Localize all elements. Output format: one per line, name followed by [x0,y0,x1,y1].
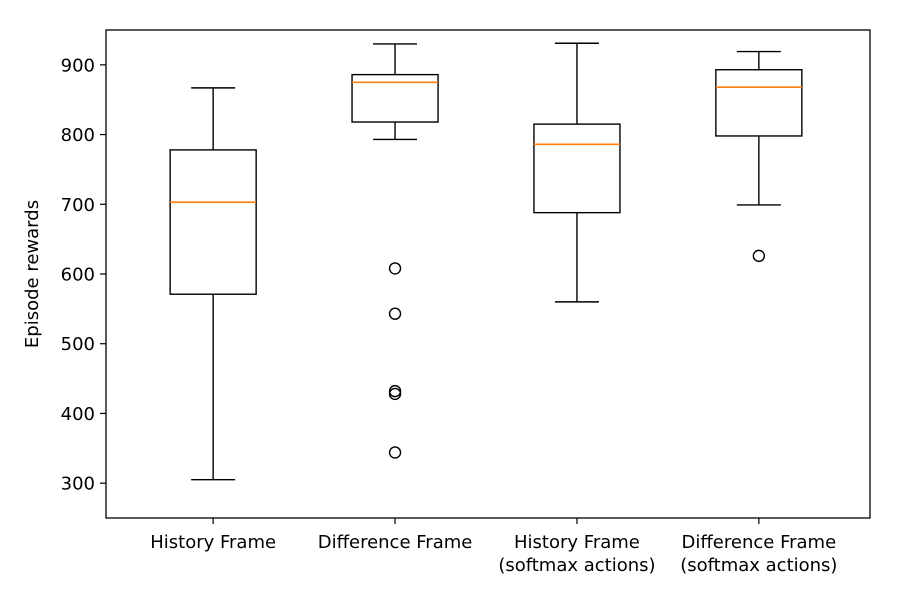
y-tick-label: 900 [61,55,95,76]
x-tick-label-line: Difference Frame [318,532,473,553]
box-group [169,87,257,481]
x-tick-label: Difference Frame (softmax actions) [680,532,837,576]
outlier-point [388,262,402,275]
outlier-point [388,307,402,320]
box-group [351,43,439,459]
box-iqr [351,73,439,123]
y-tick-label: 600 [61,265,95,286]
y-axis: 300 400 500 600 700 800 900 [61,55,106,495]
x-tick-label-line: (softmax actions) [498,555,655,576]
box-iqr [715,69,803,137]
plot-frame [105,29,871,519]
x-tick-label-line: History Frame [150,532,276,553]
y-tick-label: 500 [61,334,95,355]
y-tick-label: 700 [61,195,95,216]
box-group [715,50,803,263]
outlier-point [388,446,402,459]
x-tick-label: History Frame (softmax actions) [498,532,655,576]
box-iqr [169,149,257,295]
outlier-point [388,387,402,401]
x-tick-label-line: (softmax actions) [680,555,837,576]
x-tick-label: History Frame [150,532,276,553]
y-tick-label: 800 [61,125,95,146]
box-group [533,42,621,303]
x-tick-label: Difference Frame [318,532,473,553]
y-tick-label: 400 [61,404,95,425]
x-tick-label-line: History Frame [514,532,640,553]
y-axis-label: Episode rewards [22,200,43,348]
y-tick-label: 300 [61,474,95,495]
plot-area [169,42,803,481]
box-iqr [533,123,621,214]
x-tick-label-line: Difference Frame [682,532,837,553]
x-axis: History Frame Difference Frame History Fra… [150,518,837,576]
outlier-point [752,249,766,263]
